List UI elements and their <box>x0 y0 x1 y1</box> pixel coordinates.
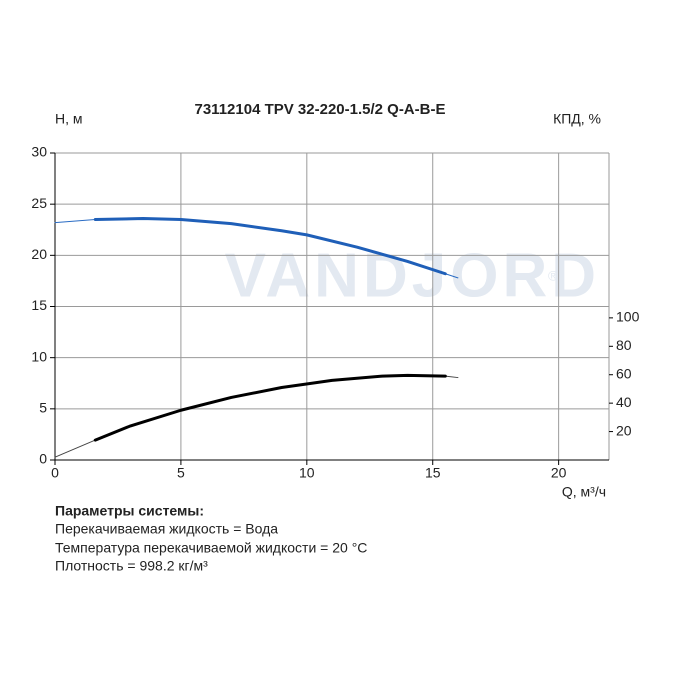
y-tick-label: 20 <box>31 246 47 262</box>
y2-tick-label: 20 <box>616 422 632 438</box>
y-tick-label: 15 <box>31 297 47 313</box>
x-axis-label: Q, м³/ч <box>562 484 606 500</box>
y-tick-label: 10 <box>31 348 47 364</box>
curve <box>93 373 447 442</box>
y2-tick-label: 60 <box>616 365 632 381</box>
params-line: Температура перекачиваемой жидкости = 20… <box>55 540 367 556</box>
y2-tick-label: 100 <box>616 309 640 325</box>
y-axis-label: H, м <box>55 111 83 127</box>
y2-tick-label: 80 <box>616 337 632 353</box>
y2-tick-label: 40 <box>616 394 632 410</box>
y-tick-label: 25 <box>31 195 47 211</box>
params-line: Плотность = 998.2 кг/м³ <box>55 558 208 574</box>
watermark: VANDJORD <box>225 241 600 310</box>
x-tick-label: 0 <box>51 465 59 481</box>
y-tick-label: 0 <box>39 451 47 467</box>
x-tick-label: 15 <box>425 465 441 481</box>
x-tick-label: 10 <box>299 465 315 481</box>
x-tick-label: 5 <box>177 465 185 481</box>
y-tick-label: 30 <box>31 144 47 160</box>
params-line: Перекачиваемая жидкость = Вода <box>55 521 278 537</box>
y2-axis-label: КПД, % <box>553 111 601 127</box>
x-tick-label: 20 <box>551 465 567 481</box>
curve <box>93 216 447 276</box>
params-title: Параметры системы: <box>55 503 204 519</box>
y-tick-label: 5 <box>39 400 47 416</box>
watermark-sign: ® <box>548 268 559 284</box>
curve <box>54 374 459 458</box>
chart-title: 73112104 TPV 32-220-1.5/2 Q-A-B-E <box>195 101 446 118</box>
